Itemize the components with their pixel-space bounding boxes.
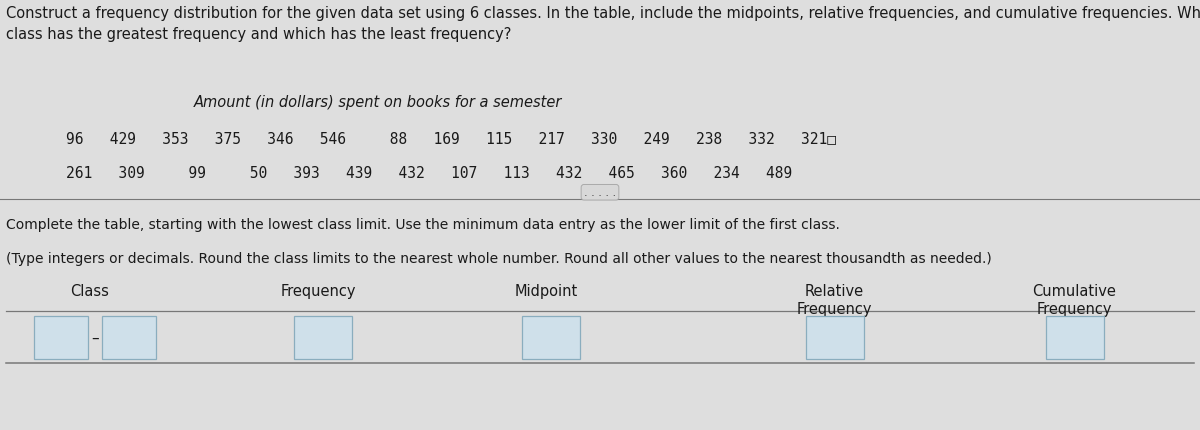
Text: . . . . .: . . . . . — [584, 188, 616, 198]
Text: 96   429   353   375   346   546     88   169   115   217   330   249   238   33: 96 429 353 375 346 546 88 169 115 217 33… — [66, 131, 836, 146]
Text: (Type integers or decimals. Round the class limits to the nearest whole number. : (Type integers or decimals. Round the cl… — [6, 252, 991, 265]
Text: Amount (in dollars) spent on books for a semester: Amount (in dollars) spent on books for a… — [194, 95, 562, 110]
Text: Construct a frequency distribution for the given data set using 6 classes. In th: Construct a frequency distribution for t… — [6, 6, 1200, 42]
Text: Relative
Frequency: Relative Frequency — [797, 284, 871, 317]
Bar — [294, 316, 352, 359]
Bar — [1046, 316, 1104, 359]
Bar — [34, 316, 88, 359]
Text: 261   309     99     50   393   439   432   107   113   432   465   360   234   : 261 309 99 50 393 439 432 107 113 432 46… — [66, 166, 792, 181]
Text: Class: Class — [71, 284, 109, 299]
Text: Frequency: Frequency — [281, 284, 355, 299]
Bar — [102, 316, 156, 359]
Text: Complete the table, starting with the lowest class limit. Use the minimum data e: Complete the table, starting with the lo… — [6, 217, 840, 231]
Bar — [522, 316, 580, 359]
Bar — [806, 316, 864, 359]
Text: Cumulative
Frequency: Cumulative Frequency — [1032, 284, 1116, 317]
Text: –: – — [91, 330, 98, 345]
Text: Midpoint: Midpoint — [515, 284, 577, 299]
